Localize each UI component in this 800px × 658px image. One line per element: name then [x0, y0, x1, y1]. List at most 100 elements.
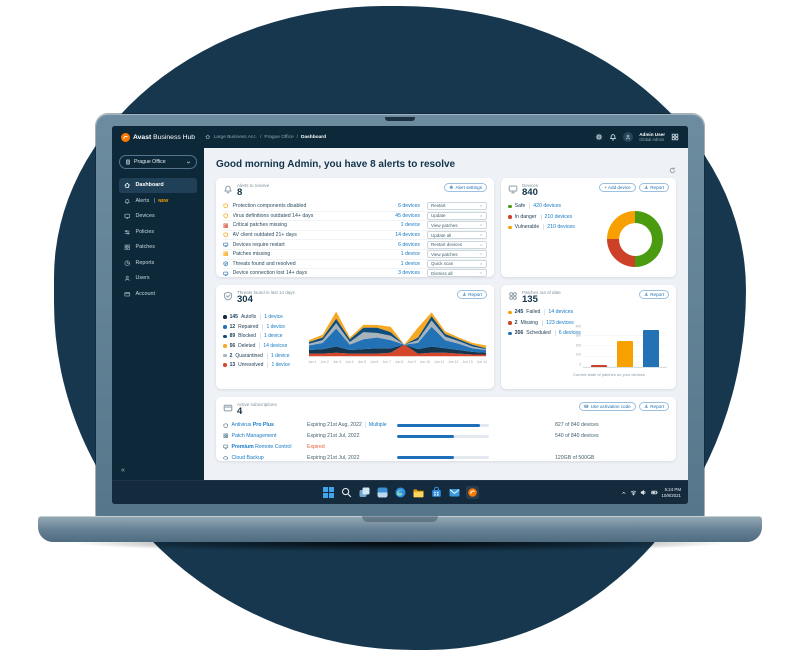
subscription-name-link[interactable]: Antivirus Pro Plus: [231, 422, 274, 429]
alert-devices-link[interactable]: 1 device: [400, 251, 420, 258]
battery-icon[interactable]: [651, 489, 658, 496]
user-info[interactable]: Admin User Global Admin: [639, 132, 665, 143]
volume-icon[interactable]: [640, 489, 647, 496]
download-icon: [644, 404, 649, 409]
sidebar-collapse-button[interactable]: «: [121, 467, 125, 474]
legend-value-link[interactable]: 123 devices: [542, 319, 574, 326]
sidebar-item[interactable]: Policies: [119, 225, 197, 240]
legend-count: 2: [229, 352, 233, 359]
avatar[interactable]: [623, 132, 634, 142]
alert-action-select[interactable]: Update all: [427, 231, 487, 240]
alert-action-select[interactable]: Dismiss all: [427, 269, 487, 278]
notifications-bell-icon[interactable]: [609, 133, 617, 141]
chevron-down-icon: [479, 243, 483, 247]
bar-y-ticks: 400 300 200 100 0: [576, 324, 581, 366]
brand[interactable]: Avast Business Hub: [121, 132, 195, 142]
alert-row: AV client outdated 21+ days 14 devices U…: [223, 229, 487, 240]
breadcrumb-site[interactable]: Prague Office: [264, 134, 294, 140]
download-icon: [644, 185, 649, 190]
refresh-icon[interactable]: [669, 167, 676, 174]
app-launcher-icon[interactable]: [671, 133, 679, 141]
alert-action-select[interactable]: Update: [427, 211, 487, 220]
mail-icon[interactable]: [448, 486, 461, 499]
sidebar-item[interactable]: Alerts NEW: [119, 194, 197, 209]
search-icon[interactable]: [340, 486, 353, 499]
alert-action-select[interactable]: View patches: [427, 250, 487, 259]
explorer-icon[interactable]: [412, 486, 425, 499]
sidebar: Prague Office Dashboard: [112, 148, 204, 480]
threats-legend: 145 Autofix 1 device 12 Repa: [223, 307, 303, 370]
area-series-quarantined: [308, 320, 487, 351]
store-icon[interactable]: [430, 486, 443, 499]
chevron-down-icon: [479, 223, 483, 227]
legend-dot: [508, 204, 512, 209]
sidebar-item-label: Users: [135, 275, 150, 282]
x-tick-label: Jun 6: [370, 359, 379, 364]
use-activation-code-button[interactable]: Use activation code: [579, 402, 636, 411]
subscriptions-report-button[interactable]: Report: [638, 402, 669, 411]
alert-devices-link[interactable]: 3 devices: [398, 270, 420, 277]
sidebar-item[interactable]: Devices: [119, 209, 197, 224]
legend-value-link[interactable]: 1 device: [266, 352, 290, 359]
alert-action-select[interactable]: View patches: [427, 221, 487, 230]
alert-settings-button[interactable]: Alert settings: [443, 183, 487, 192]
sidebar-item[interactable]: Patches: [119, 240, 197, 255]
subscription-multiple-link[interactable]: Multiple: [364, 422, 387, 429]
legend-value-link[interactable]: 1 device: [259, 333, 283, 340]
alert-action-select[interactable]: Quick scan: [427, 259, 487, 268]
system-tray: 5:24 PM 10/8/2021: [621, 481, 681, 504]
sidebar-item[interactable]: Users: [119, 271, 197, 286]
alert-devices-link[interactable]: 6 devices: [398, 202, 420, 209]
legend-dot: [223, 315, 227, 320]
cloud-icon: [223, 455, 229, 461]
devices-card-title: Devices: [522, 183, 539, 188]
site-selector[interactable]: Prague Office: [119, 155, 197, 169]
edge-icon[interactable]: [394, 486, 407, 499]
wifi-icon[interactable]: [630, 489, 637, 496]
taskview-icon[interactable]: [358, 486, 371, 499]
legend-value-link[interactable]: 1 device: [262, 323, 285, 330]
alert-action-value: Dismiss all: [431, 270, 453, 276]
sidebar-item-label: Patches: [135, 244, 155, 251]
start-icon[interactable]: [322, 486, 335, 499]
legend-value-link[interactable]: 210 devices: [543, 224, 575, 231]
sidebar-item[interactable]: Reports: [119, 256, 197, 271]
legend-value-link[interactable]: 14 devices: [259, 343, 287, 350]
alert-devices-link[interactable]: 45 devices: [395, 212, 420, 219]
add-device-button[interactable]: + Add device: [599, 183, 636, 192]
subscription-name-link[interactable]: Cloud Backup: [231, 454, 264, 461]
legend-value-link[interactable]: 420 devices: [529, 203, 561, 210]
threats-report-button[interactable]: Report: [456, 290, 487, 299]
alert-devices-link[interactable]: 1 device: [400, 260, 420, 267]
shield-icon: [223, 203, 229, 209]
breadcrumb-separator: /: [260, 134, 262, 140]
legend-count: 2: [514, 319, 518, 326]
alert-action-select[interactable]: Restart devices: [427, 240, 487, 249]
alert-devices-link[interactable]: 1 device: [400, 222, 420, 229]
legend-value-link[interactable]: 1 device: [260, 314, 283, 321]
alert-devices-link[interactable]: 14 devices: [395, 232, 420, 239]
sidebar-nav: Dashboard Alerts NEW: [119, 178, 197, 301]
patch-icon: [124, 244, 131, 251]
patches-report-button[interactable]: Report: [638, 290, 669, 299]
subscriptions-count: 4: [237, 406, 243, 417]
devices-legend: Safe 420 devices In danger 210 devices: [508, 202, 669, 232]
subscription-name-link[interactable]: Patch Management: [231, 433, 277, 440]
legend-value-link[interactable]: 1 device: [267, 362, 290, 369]
devices-report-button[interactable]: Report: [638, 183, 669, 192]
alert-devices-link[interactable]: 6 devices: [398, 241, 420, 248]
taskbar-clock[interactable]: 5:24 PM 10/8/2021: [661, 487, 681, 498]
alert-action-select[interactable]: Restart: [427, 201, 487, 210]
legend-value-link[interactable]: 210 devices: [540, 213, 572, 220]
legend-value-link[interactable]: 14 devices: [544, 309, 573, 316]
legend-value-link[interactable]: 6 devices: [554, 330, 581, 337]
sidebar-item[interactable]: Account: [119, 287, 197, 302]
chevron-up-icon[interactable]: [621, 490, 627, 496]
breadcrumb-account[interactable]: Large Business Acc.: [213, 134, 258, 140]
avast-icon[interactable]: [465, 486, 479, 499]
sidebar-item[interactable]: Dashboard: [119, 178, 197, 193]
settings-gear-icon[interactable]: [595, 133, 603, 141]
subscription-expiry: Expired: [307, 443, 325, 450]
subscription-name-link[interactable]: Premium Remote Control: [231, 443, 292, 450]
widgets-icon[interactable]: [376, 486, 389, 499]
